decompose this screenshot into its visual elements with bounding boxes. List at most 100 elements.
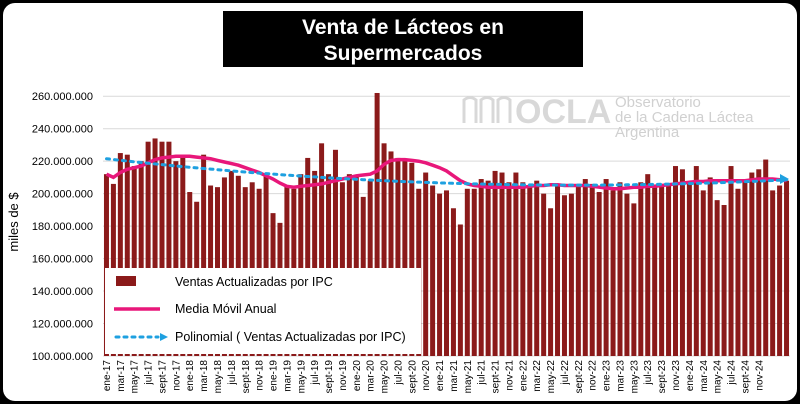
bar (409, 162, 415, 356)
bar (534, 180, 540, 356)
legend-label-ma: Media Móvil Anual (175, 302, 276, 316)
bar (180, 157, 186, 356)
ocla-logo-icon (462, 96, 512, 123)
bar (763, 159, 769, 356)
x-tick-label: mar-17 (116, 360, 127, 392)
bar (638, 182, 644, 356)
bar (756, 169, 762, 356)
bar (617, 182, 623, 356)
bar (457, 224, 463, 356)
y-tick-label: 100.000.000 (32, 351, 93, 363)
x-tick-label: may-17 (130, 360, 141, 394)
x-tick-label: ene-20 (352, 360, 363, 392)
bar (631, 203, 637, 356)
y-tick-label: 160.000.000 (32, 254, 93, 266)
ocla-logo-text: OCLA (515, 93, 611, 131)
y-axis-label: miles de $ (6, 192, 21, 252)
bar (201, 154, 207, 356)
bar (784, 180, 790, 356)
legend-trend-arrow-icon (160, 333, 168, 341)
x-tick-label: mar-24 (699, 360, 710, 392)
title-box: Venta de Lácteos en Supermercados - mont… (223, 11, 583, 85)
x-tick-label: may-24 (713, 360, 724, 394)
x-axis-ticks: ene-17 mar-17 may-17 jul-17 sept-17 nov-17 ene… (102, 360, 765, 394)
x-tick-label: jul-18 (227, 360, 238, 386)
bar (686, 183, 692, 356)
bar (485, 180, 491, 356)
x-tick-label: ene-23 (602, 360, 613, 392)
bar (395, 157, 401, 356)
bar (152, 138, 158, 356)
x-tick-label: may-21 (463, 360, 474, 394)
x-tick-label: may-20 (380, 360, 391, 394)
bar (499, 172, 505, 356)
bar (506, 182, 512, 356)
bar (589, 183, 595, 356)
x-tick-label: jul-19 (310, 360, 321, 386)
x-tick-label: jul-17 (144, 360, 155, 386)
bar (742, 180, 748, 356)
y-tick-label: 140.000.000 (32, 286, 93, 298)
bar (235, 175, 241, 356)
y-tick-label: 120.000.000 (32, 319, 93, 331)
bar (173, 161, 179, 356)
bar (575, 185, 581, 356)
x-tick-label: mar-23 (616, 360, 627, 392)
bar (305, 157, 311, 356)
x-tick-label: ene-24 (685, 360, 696, 392)
bar (728, 166, 734, 356)
y-tick-label: 200.000.000 (32, 189, 93, 201)
x-tick-label: jul-22 (560, 360, 571, 386)
bar (471, 188, 477, 356)
bar (568, 193, 574, 356)
y-tick-label: 180.000.000 (32, 221, 93, 233)
bar (353, 175, 359, 356)
bar (721, 205, 727, 356)
x-tick-label: sept-18 (241, 360, 252, 394)
x-tick-label: mar-18 (199, 360, 210, 392)
bar (541, 193, 547, 356)
x-tick-label: nov-17 (171, 360, 182, 391)
bar (402, 159, 408, 356)
ocla-line-2: de la Cadena Láctea (615, 109, 754, 126)
x-tick-label: nov-23 (671, 360, 682, 391)
y-tick-label: 260.000.000 (32, 91, 93, 103)
x-tick-label: ene-22 (518, 360, 529, 392)
bar (527, 185, 533, 356)
bar (117, 153, 123, 356)
bar (548, 208, 554, 356)
bar (430, 185, 436, 356)
bar (221, 177, 227, 356)
bar (735, 188, 741, 356)
y-tick-label: 240.000.000 (32, 124, 93, 136)
y-tick-label: 220.000.000 (32, 156, 93, 168)
bar (131, 166, 137, 356)
bar (298, 174, 304, 356)
bar (610, 190, 616, 356)
bar (659, 185, 665, 356)
x-tick-label: may-19 (296, 360, 307, 394)
bar (381, 143, 387, 356)
bar (624, 193, 630, 356)
x-tick-label: may-23 (629, 360, 640, 394)
bar (603, 179, 609, 356)
bar (749, 172, 755, 356)
bar (777, 185, 783, 356)
bar (103, 174, 109, 356)
x-tick-label: jul-23 (643, 360, 654, 386)
bar (652, 187, 658, 356)
bar (513, 172, 519, 356)
bar (326, 174, 332, 356)
bar (159, 141, 165, 356)
bar (423, 172, 429, 356)
x-tick-label: sept-24 (740, 360, 751, 394)
x-tick-label: may-22 (546, 360, 557, 394)
x-tick-label: nov-18 (255, 360, 266, 391)
x-tick-label: nov-22 (588, 360, 599, 391)
x-tick-label: nov-19 (338, 360, 349, 391)
trend-arrow-icon (780, 174, 789, 184)
x-tick-label: mar-20 (366, 360, 377, 392)
x-tick-label: nov-21 (505, 360, 516, 391)
bar (166, 141, 172, 356)
